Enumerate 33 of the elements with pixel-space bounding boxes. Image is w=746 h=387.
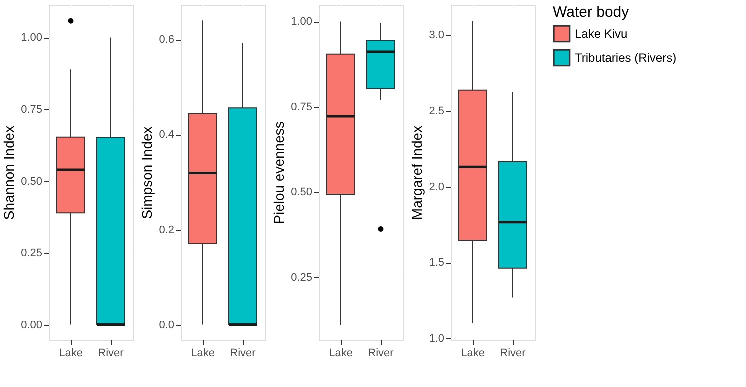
y-tick-label: 0.00 — [21, 319, 42, 332]
y-tick-label: 0.0 — [159, 319, 174, 332]
y-tick-label: 2.5 — [429, 106, 444, 118]
y-tick-label: 0.2 — [159, 224, 174, 236]
legend-title: Water body — [553, 4, 630, 21]
x-tick-label: River — [368, 348, 394, 360]
x-tick-label: River — [500, 348, 526, 360]
y-tick-label: 2.0 — [429, 181, 444, 194]
y-axis-title: Simpson Index — [139, 126, 156, 220]
legend-label: Lake Kivu — [575, 27, 628, 41]
y-axis-title: Margaref Index — [409, 126, 426, 220]
y-tick-label: 0.25 — [291, 272, 312, 284]
y-tick-label: 0.6 — [159, 34, 174, 46]
y-tick-label: 1.0 — [429, 332, 444, 345]
y-tick-label: 0.50 — [291, 186, 312, 199]
y-tick-label: 0.25 — [21, 248, 42, 260]
y-tick-label: 1.5 — [429, 257, 444, 270]
y-tick-label: 0.75 — [21, 104, 42, 116]
y-axis-title: Pielou evenness — [271, 122, 288, 224]
y-tick-label: 0.50 — [21, 176, 42, 188]
y-tick-label: 3.0 — [429, 30, 444, 42]
x-tick-label: Lake — [329, 348, 353, 360]
y-tick-label: 1.00 — [21, 32, 42, 44]
y-tick-label: 1.00 — [291, 16, 312, 28]
y-tick-label: 0.4 — [159, 129, 174, 142]
y-axis-title: Shannon Index — [1, 126, 18, 220]
y-tick-label: 0.75 — [291, 101, 312, 114]
legend-label: Tributaries (Rivers) — [575, 51, 677, 65]
x-tick-label: River — [98, 348, 124, 360]
x-tick-label: Lake — [191, 348, 215, 360]
x-tick-label: Lake — [59, 348, 83, 360]
x-tick-label: Lake — [461, 348, 485, 360]
x-tick-label: River — [230, 348, 256, 360]
